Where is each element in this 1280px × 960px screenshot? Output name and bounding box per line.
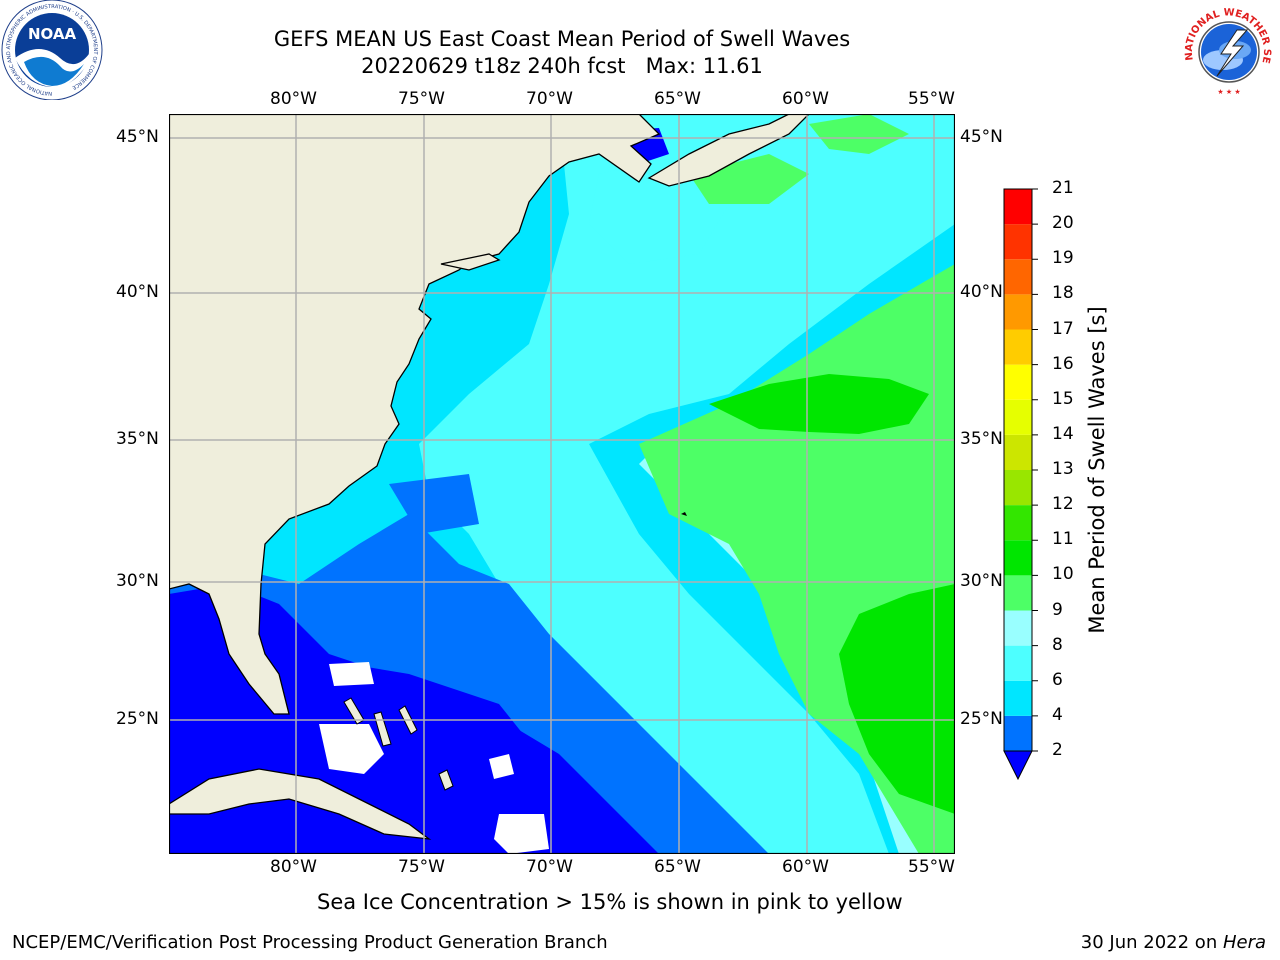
colorbar-segment — [1004, 715, 1032, 751]
colorbar-tick-label: 2 — [1052, 740, 1063, 760]
colorbar-tick-label: 4 — [1052, 704, 1063, 725]
colorbar-segment — [1004, 575, 1032, 611]
colorbar-tick-label: 18 — [1052, 283, 1074, 304]
noaa-logo: NATIONAL OCEANIC AND ATMOSPHERIC ADMINIS… — [1, 0, 103, 100]
colorbar-tick-label: 12 — [1052, 494, 1074, 515]
lat-label-left: 45°N — [116, 127, 159, 147]
colorbar-tick-label: 14 — [1052, 423, 1074, 444]
lat-label-right: 40°N — [960, 282, 1003, 302]
lon-label-bottom: 75°W — [398, 857, 445, 877]
colorbar — [1003, 188, 1038, 781]
swell-period-map — [169, 114, 955, 854]
lon-label-bottom: 70°W — [526, 857, 573, 877]
chart-subtitle: 20220629 t18z 240h fcst Max: 11.61 — [361, 54, 763, 78]
colorbar-segment — [1004, 329, 1032, 365]
colorbar-tick-label: 17 — [1052, 318, 1074, 339]
band-6-8 — [419, 114, 955, 854]
lat-label-right: 25°N — [960, 709, 1003, 729]
colorbar-tick-label: 15 — [1052, 388, 1074, 409]
colorbar-segment — [1004, 364, 1032, 400]
footer-date: 30 Jun 2022 on Hera — [1080, 932, 1266, 953]
no-data — [319, 724, 384, 774]
colorbar-segment — [1004, 434, 1032, 470]
band-10-11 — [839, 584, 955, 814]
lat-label-left: 40°N — [116, 282, 159, 302]
lat-label-left: 30°N — [116, 571, 159, 591]
colorbar-segment — [1004, 610, 1032, 646]
land-long-island — [440, 253, 501, 271]
lat-label-right: 35°N — [960, 429, 1003, 449]
lon-label-top: 60°W — [782, 89, 829, 109]
band-10-11 — [709, 374, 929, 434]
colorbar-segment — [1004, 399, 1032, 435]
colorbar-segment — [1004, 680, 1032, 716]
band-9-10 — [809, 114, 909, 154]
colorbar-tick-label: 21 — [1052, 178, 1074, 198]
land-bermuda — [681, 512, 687, 516]
band-lt-2 — [319, 659, 539, 764]
chart-title: GEFS MEAN US East Coast Mean Period of S… — [273, 27, 851, 51]
colorbar-tick-label: 13 — [1052, 459, 1074, 479]
colorbar-tick-label: 19 — [1052, 248, 1074, 269]
footer-credit: NCEP/EMC/Verification Post Processing Pr… — [12, 932, 608, 953]
colorbar-segment — [1004, 294, 1032, 330]
lon-label-top: 55°W — [908, 89, 955, 109]
colorbar-tick-label: 8 — [1052, 634, 1063, 655]
colorbar-segment — [1004, 645, 1032, 681]
lon-label-top: 80°W — [270, 89, 317, 109]
lon-label-top: 65°W — [654, 89, 701, 109]
svg-text:★ ★ ★: ★ ★ ★ — [1217, 88, 1240, 96]
map-panel — [169, 114, 955, 854]
no-data — [489, 754, 514, 779]
lon-label-top: 70°W — [526, 89, 573, 109]
svg-text:NOAA: NOAA — [28, 25, 77, 43]
sea-ice-caption: Sea Ice Concentration > 15% is shown in … — [317, 890, 903, 914]
lon-label-bottom: 60°W — [782, 857, 829, 877]
no-data — [494, 814, 549, 854]
colorbar-segment — [1004, 224, 1032, 260]
land-cuba — [169, 768, 432, 840]
colorbar-tick-label: 16 — [1052, 353, 1074, 374]
colorbar-extend-triangle — [1003, 750, 1033, 781]
footer-host: Hera — [1222, 932, 1266, 953]
colorbar-segment — [1004, 505, 1032, 541]
colorbar-segment — [1004, 470, 1032, 506]
colorbar-segment — [1004, 189, 1032, 225]
lon-label-bottom: 65°W — [654, 857, 701, 877]
colorbar-label: Mean Period of Swell Waves [s] — [1085, 306, 1109, 634]
colorbar-tick-label: 10 — [1052, 564, 1074, 585]
colorbar-tick-label: 6 — [1052, 669, 1063, 690]
lon-label-top: 75°W — [398, 89, 445, 109]
no-data — [329, 662, 374, 686]
lat-label-right: 45°N — [960, 127, 1003, 147]
lat-label-left: 35°N — [116, 429, 159, 449]
colorbar-tick-label: 20 — [1052, 213, 1074, 234]
gridlines — [169, 114, 955, 854]
lat-label-right: 30°N — [960, 571, 1003, 591]
land-nova-scotia — [647, 114, 810, 187]
lon-label-bottom: 55°W — [908, 857, 955, 877]
lat-label-left: 25°N — [116, 709, 159, 729]
land-bahamas — [438, 769, 454, 791]
colorbar-segment — [1004, 540, 1032, 576]
land-north-america — [169, 114, 661, 715]
lon-label-bottom: 80°W — [270, 857, 317, 877]
colorbar-segment — [1004, 259, 1032, 295]
colorbar-tick-label: 11 — [1052, 529, 1074, 550]
band-2-4 — [389, 474, 479, 534]
nws-logo: NATIONAL WEATHER SERVICE ★ ★ ★ — [1177, 0, 1278, 99]
colorbar-tick-label: 9 — [1052, 599, 1063, 620]
